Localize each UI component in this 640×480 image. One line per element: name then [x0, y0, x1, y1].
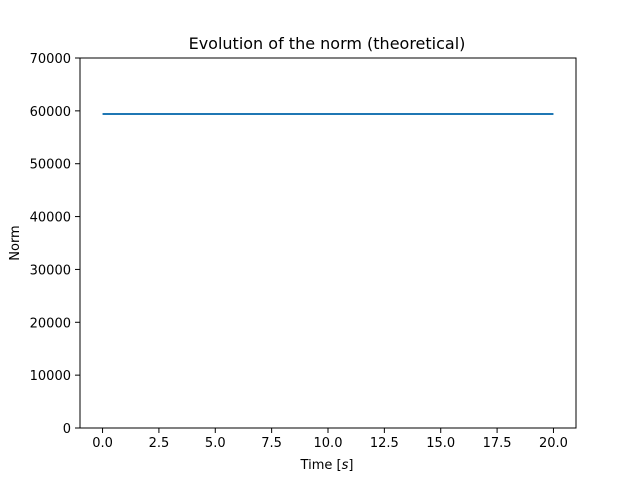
- x-tick-label: 17.5: [483, 436, 512, 451]
- axes-frame: [79, 57, 577, 429]
- y-tick-label: 10000: [30, 369, 71, 384]
- y-axis: 0 10000 20000 30000 40000 50000 60000 70000: [30, 52, 80, 437]
- x-tick-label: 5.0: [205, 436, 226, 451]
- y-tick-label: 60000: [30, 105, 71, 120]
- y-tick-label: 0: [63, 422, 71, 437]
- x-tick-label: 10.0: [314, 436, 343, 451]
- x-tick-label: 7.5: [261, 436, 282, 451]
- x-tick-label: 2.5: [149, 436, 170, 451]
- y-tick-label: 30000: [30, 263, 71, 278]
- y-tick-label: 40000: [30, 211, 71, 226]
- x-axis: 0.0 2.5 5.0 7.5 10.0 12.5 15.0 17.5 20.0: [92, 428, 568, 451]
- x-tick-label: 20.0: [539, 436, 568, 451]
- x-tick-label: 12.5: [370, 436, 399, 451]
- x-axis-label: Time [s]: [300, 458, 354, 473]
- y-tick-label: 20000: [30, 316, 71, 331]
- chart-title: Evolution of the norm (theoretical): [189, 34, 466, 53]
- y-tick-label: 70000: [30, 52, 71, 67]
- x-tick-label: 15.0: [426, 436, 455, 451]
- y-axis-label: Norm: [8, 225, 23, 260]
- y-tick-label: 50000: [30, 158, 71, 173]
- x-tick-label: 0.0: [92, 436, 113, 451]
